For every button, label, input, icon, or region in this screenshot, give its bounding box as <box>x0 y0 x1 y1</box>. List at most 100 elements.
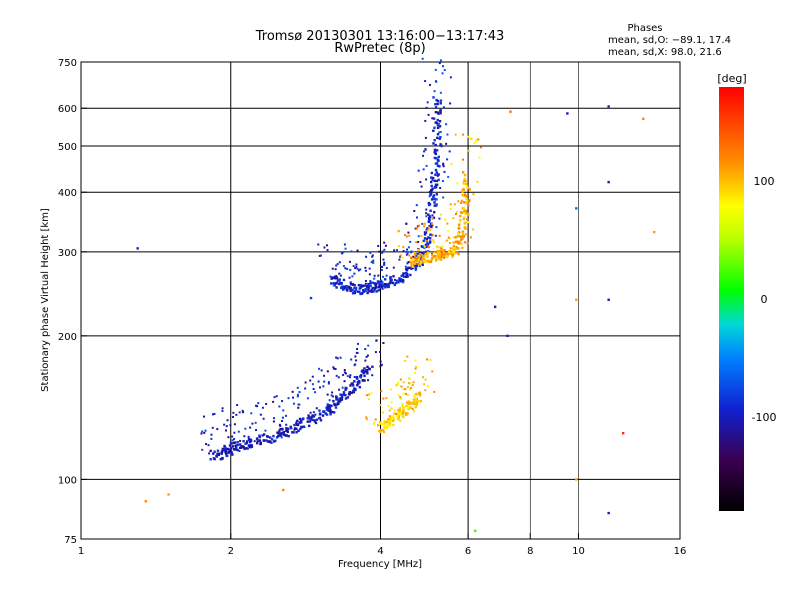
trace-point <box>431 176 435 180</box>
trace-point <box>399 278 403 281</box>
trace-point <box>424 119 427 122</box>
trace-point <box>405 253 408 256</box>
trace-point <box>454 240 457 244</box>
trace-point <box>236 440 240 444</box>
trace-point <box>200 432 203 435</box>
trace-point <box>386 423 390 426</box>
trace-point <box>231 435 234 438</box>
trace-point <box>373 274 376 277</box>
trace-point <box>430 176 433 179</box>
trace-point <box>425 164 428 167</box>
trace-point <box>408 382 411 385</box>
trace-point <box>359 286 362 289</box>
trace-point <box>434 250 437 253</box>
trace-point <box>372 261 375 264</box>
trace-point <box>349 268 352 271</box>
trace-point <box>438 125 442 128</box>
trace-point <box>236 448 239 452</box>
trace-point <box>349 384 352 387</box>
trace-point <box>407 246 410 249</box>
trace-point <box>417 257 420 260</box>
trace-point <box>317 243 320 246</box>
trace-point <box>351 275 354 278</box>
trace-point <box>430 171 434 175</box>
trace-point <box>475 140 478 143</box>
trace-point <box>432 195 435 199</box>
trace-point <box>439 99 443 102</box>
trace-point <box>432 241 435 244</box>
trace-point <box>279 433 282 436</box>
trace-point <box>389 420 392 423</box>
trace-point <box>342 278 346 282</box>
trace-point <box>464 241 467 244</box>
trace-point <box>389 276 392 279</box>
trace-point <box>285 426 288 430</box>
trace-point <box>432 211 436 214</box>
trace-point <box>343 243 346 246</box>
trace-point <box>375 290 378 293</box>
trace-point <box>434 162 438 165</box>
trace-point <box>467 204 470 207</box>
trace-point <box>329 410 332 414</box>
trace-point <box>434 234 437 237</box>
trace-point <box>438 131 441 134</box>
trace-o-mode-lower-layer <box>200 339 385 461</box>
trace-point <box>430 225 433 229</box>
trace-point <box>381 251 384 254</box>
trace-point <box>354 355 357 358</box>
trace-point <box>381 250 384 253</box>
trace-point <box>468 200 471 203</box>
trace-point <box>402 275 406 278</box>
trace-point <box>387 404 390 407</box>
trace-point <box>314 421 318 425</box>
trace-point <box>400 397 403 400</box>
trace-point <box>385 425 389 428</box>
trace-point <box>417 235 420 238</box>
trace-point <box>278 429 281 432</box>
trace-point <box>406 275 409 278</box>
trace-point <box>454 133 457 136</box>
trace-point <box>445 142 448 145</box>
trace-point <box>428 260 431 263</box>
trace-point <box>409 266 412 270</box>
trace-point <box>431 253 434 257</box>
trace-point <box>231 453 234 456</box>
trace-point <box>437 155 440 159</box>
trace-point <box>285 423 288 426</box>
trace-point <box>328 406 332 409</box>
trace-point <box>395 384 398 387</box>
trace-point <box>458 220 462 223</box>
trace-point <box>465 212 469 215</box>
trace-point <box>410 259 413 262</box>
trace-point <box>224 452 228 456</box>
trace-point <box>462 181 465 184</box>
trace-point <box>435 149 439 152</box>
trace-point <box>429 193 433 196</box>
trace-point <box>441 245 444 248</box>
y-tick-label: 75 <box>64 535 77 546</box>
scatter-point <box>607 298 610 301</box>
trace-point <box>424 245 428 249</box>
trace-point <box>428 214 431 218</box>
trace-point <box>440 256 443 259</box>
trace-point <box>331 277 334 280</box>
scatter-point <box>642 117 645 121</box>
trace-point <box>454 251 458 254</box>
trace-point <box>233 441 237 444</box>
trace-point <box>348 260 351 263</box>
trace-point <box>437 112 440 115</box>
trace-point <box>366 394 369 397</box>
trace-point <box>333 367 336 370</box>
trace-point <box>300 421 303 424</box>
trace-point <box>334 277 337 280</box>
trace-point <box>227 447 230 451</box>
trace-point <box>433 201 436 204</box>
trace-point <box>221 407 224 410</box>
trace-point <box>227 436 230 439</box>
trace-point <box>472 193 475 196</box>
trace-point <box>457 242 460 245</box>
trace-point <box>405 404 408 407</box>
trace-point <box>428 195 431 198</box>
trace-point <box>292 431 295 434</box>
trace-point <box>434 256 437 260</box>
